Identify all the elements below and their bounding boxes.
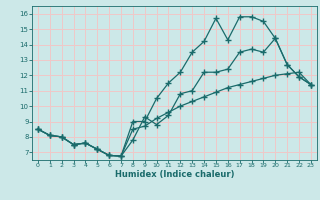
X-axis label: Humidex (Indice chaleur): Humidex (Indice chaleur)	[115, 170, 234, 179]
